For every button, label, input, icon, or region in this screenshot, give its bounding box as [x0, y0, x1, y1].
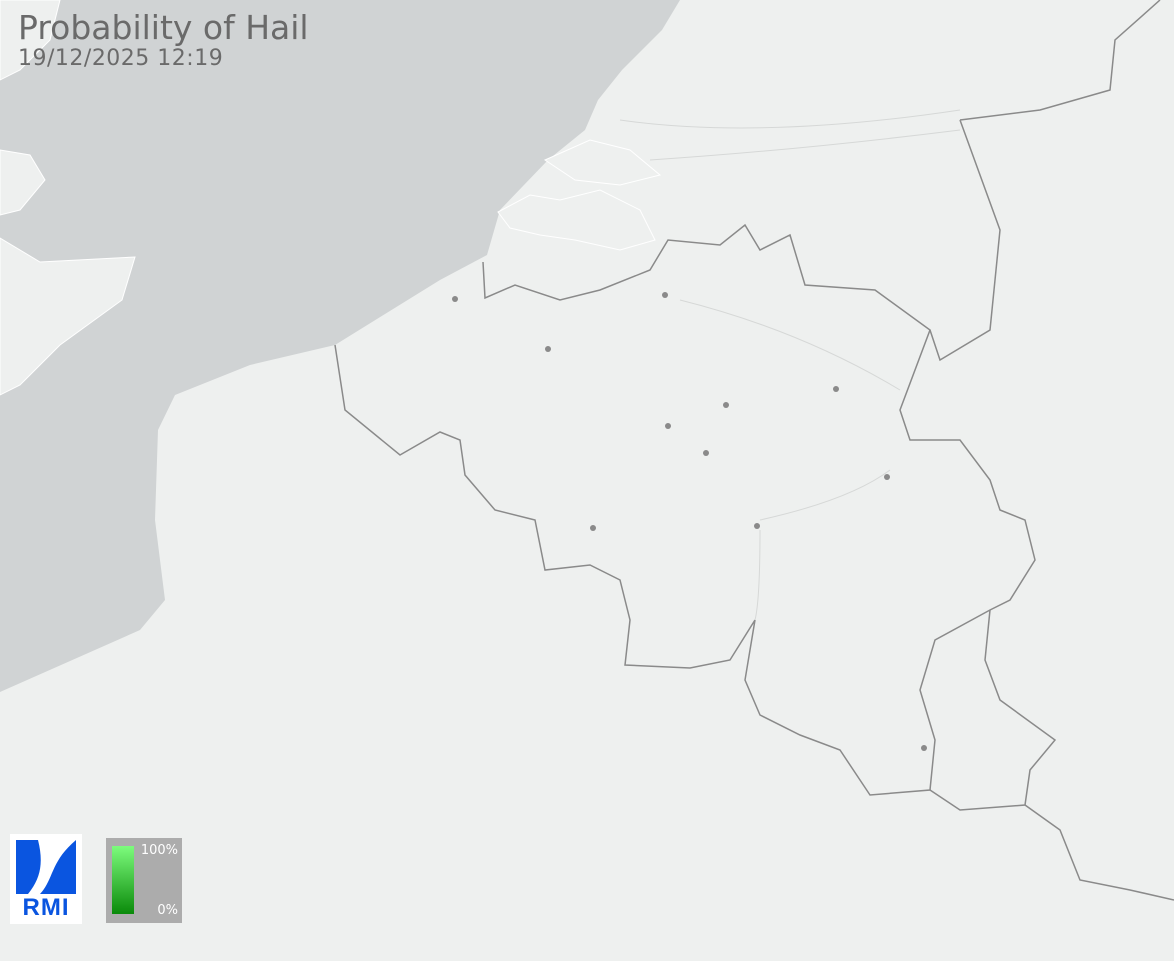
- zeeland-islands: [497, 189, 656, 251]
- city-marker[interactable]: [754, 523, 760, 529]
- legend-min-label: 0%: [157, 903, 178, 918]
- city-marker[interactable]: [921, 745, 927, 751]
- zeeland-islands-north: [543, 139, 662, 186]
- city-marker[interactable]: [833, 386, 839, 392]
- timestamp: 19/12/2025 12:19: [18, 46, 224, 71]
- germany-border: [929, 0, 1174, 901]
- sea: [0, 0, 680, 692]
- city-marker[interactable]: [665, 423, 671, 429]
- luxembourg-border: [929, 609, 1057, 811]
- rmi-logo-icon: [16, 840, 76, 894]
- rmi-logo: RMI: [10, 834, 82, 924]
- belgium-border: [334, 223, 1036, 796]
- city-marker[interactable]: [703, 450, 709, 456]
- city-marker[interactable]: [452, 296, 458, 302]
- city-marker[interactable]: [590, 525, 596, 531]
- england-land: [0, 237, 136, 396]
- rivers: [619, 109, 961, 621]
- city-marker[interactable]: [884, 474, 890, 480]
- england-land-east: [0, 149, 46, 216]
- city-marker[interactable]: [723, 402, 729, 408]
- probability-legend: 100% 0%: [106, 838, 182, 923]
- city-marker[interactable]: [662, 292, 668, 298]
- city-markers: [452, 292, 927, 751]
- map-title: Probability of Hail: [18, 8, 309, 47]
- city-marker[interactable]: [545, 346, 551, 352]
- england-land-north: [0, 0, 61, 81]
- legend-color-bar: [112, 846, 134, 914]
- logo-text: RMI: [22, 894, 70, 921]
- legend-max-label: 100%: [140, 843, 178, 858]
